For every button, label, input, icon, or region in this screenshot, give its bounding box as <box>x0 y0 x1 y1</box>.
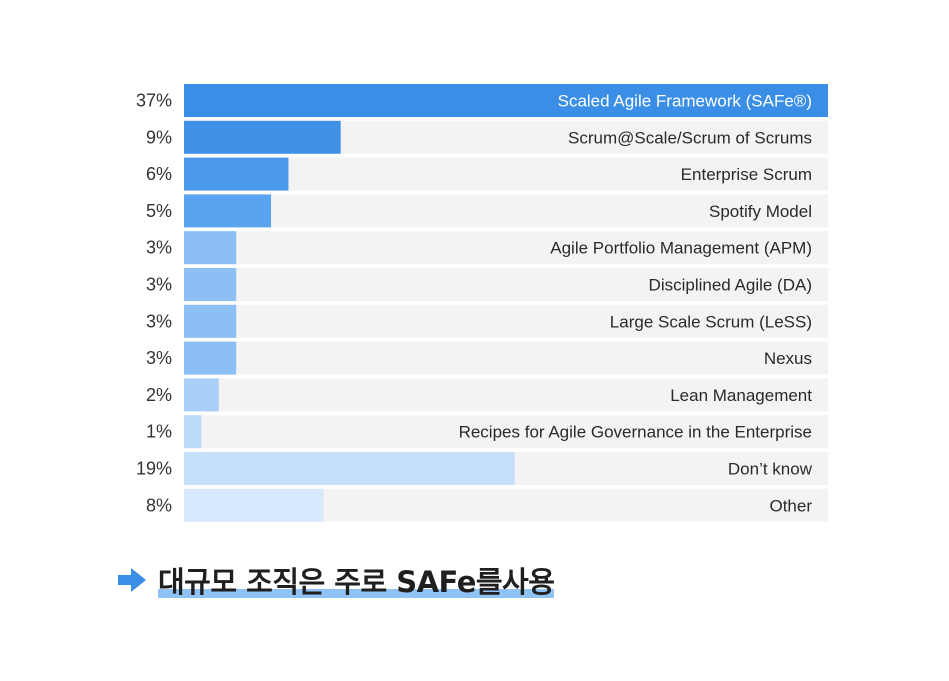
value-label: 3% <box>146 238 172 258</box>
category-label: Recipes for Agile Governance in the Ente… <box>459 423 812 442</box>
value-label: 5% <box>146 201 172 221</box>
category-label: Nexus <box>764 349 812 368</box>
bar-track <box>184 194 828 228</box>
bar-track <box>184 157 828 191</box>
bar <box>184 120 341 154</box>
callout-text: 대규모 조직은 주로 SAFe를사용 <box>158 565 555 599</box>
bar <box>184 452 515 485</box>
value-label: 9% <box>146 127 172 147</box>
category-label: Large Scale Scrum (LeSS) <box>610 312 812 331</box>
bar <box>184 194 272 228</box>
bar <box>184 157 289 191</box>
value-label: 6% <box>146 164 172 184</box>
category-label: Don’t know <box>728 460 813 479</box>
bar <box>184 415 202 449</box>
value-label: 3% <box>146 348 172 368</box>
category-label: Agile Portfolio Management (APM) <box>550 239 812 258</box>
value-label: 37% <box>136 91 172 111</box>
value-label: 3% <box>146 275 172 295</box>
value-label: 3% <box>146 311 172 331</box>
bar-track <box>184 415 828 449</box>
bar-chart: 37% Scaled Agile Framework (SAFe®) 9% Scrum… <box>136 84 828 522</box>
category-label: Spotify Model <box>709 202 812 221</box>
bar-track <box>184 304 828 338</box>
bar <box>184 488 324 522</box>
callout-text-wrap: 대규모 조직은 주로 SAFe를사용 <box>158 559 555 601</box>
value-label: 2% <box>146 385 172 405</box>
bar-track <box>184 378 828 412</box>
category-label: Enterprise Scrum <box>681 165 812 184</box>
arrow-right-icon <box>118 568 146 592</box>
bar <box>184 378 219 412</box>
bar <box>184 84 828 117</box>
category-label: Scrum@Scale/Scrum of Scrums <box>568 128 812 147</box>
category-label: Lean Management <box>670 386 812 405</box>
category-label: Other <box>769 496 812 515</box>
bar <box>184 341 237 375</box>
bar <box>184 231 237 265</box>
value-label: 1% <box>146 422 172 442</box>
value-label: 19% <box>136 459 172 479</box>
value-label: 8% <box>146 495 172 515</box>
category-label: Scaled Agile Framework (SAFe®) <box>558 92 812 111</box>
bar-track <box>184 231 828 265</box>
callout-highlight <box>158 589 555 598</box>
category-label: Disciplined Agile (DA) <box>649 276 812 295</box>
bar-track <box>184 268 828 301</box>
bar <box>184 304 237 338</box>
bar <box>184 268 237 301</box>
callout: 대규모 조직은 주로 SAFe를사용 <box>116 559 555 601</box>
bar-track <box>184 341 828 375</box>
